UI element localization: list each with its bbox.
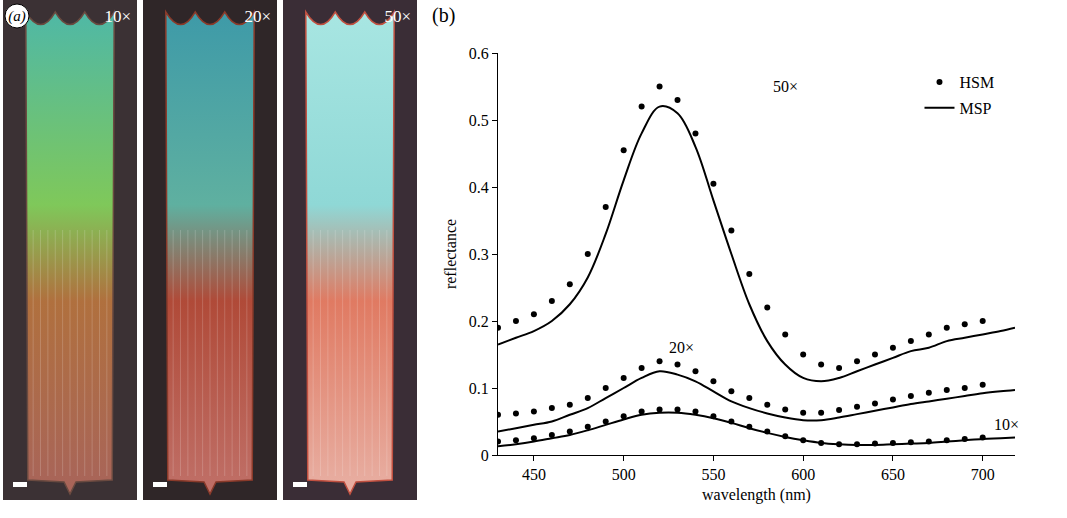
svg-text:0: 0: [481, 447, 489, 464]
svg-text:20×: 20×: [669, 339, 694, 356]
svg-text:500: 500: [612, 466, 636, 483]
svg-text:10×: 10×: [994, 416, 1019, 433]
svg-text:20×: 20×: [244, 7, 271, 26]
svg-text:0.5: 0.5: [469, 112, 489, 129]
svg-text:0.4: 0.4: [469, 179, 489, 196]
svg-text:650: 650: [881, 466, 905, 483]
svg-text:0.3: 0.3: [469, 246, 489, 263]
svg-text:10×: 10×: [104, 7, 131, 26]
svg-text:0.2: 0.2: [469, 313, 489, 330]
svg-text:0.6: 0.6: [469, 45, 489, 62]
svg-text:450: 450: [522, 466, 546, 483]
svg-text:700: 700: [971, 466, 995, 483]
svg-text:reflectance: reflectance: [442, 219, 459, 289]
svg-text:MSP: MSP: [959, 100, 991, 117]
svg-text:0.1: 0.1: [469, 380, 489, 397]
svg-text:HSM: HSM: [959, 74, 994, 91]
svg-text:(a): (a): [8, 8, 26, 25]
html-text:(b): (b): [432, 4, 456, 26]
svg-text:50×: 50×: [773, 78, 798, 95]
svg-text:600: 600: [791, 466, 815, 483]
svg-text:50×: 50×: [384, 7, 411, 26]
svg-text:550: 550: [701, 466, 725, 483]
svg-text:wavelength (nm): wavelength (nm): [702, 486, 811, 504]
